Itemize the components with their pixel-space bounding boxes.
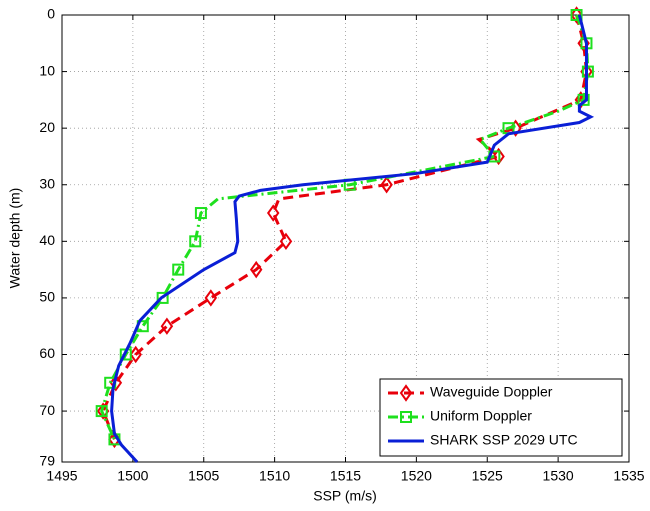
marker [249, 260, 263, 279]
y-tick-label: 30 [39, 175, 55, 191]
y-tick-label: 60 [39, 345, 55, 361]
marker [95, 405, 108, 418]
marker [399, 384, 413, 402]
legend: Waveguide Doppler Uniform Doppler SHARK SS… [379, 378, 623, 457]
marker [570, 6, 583, 24]
marker [129, 345, 142, 364]
x-tick-label: 1520 [401, 468, 432, 484]
x-tick-label: 1505 [188, 468, 219, 484]
x-tick-label: 1525 [472, 468, 503, 484]
marker [109, 374, 123, 392]
x-tick-label: 1500 [117, 468, 148, 484]
legend-label: Uniform Doppler [430, 408, 532, 424]
x-tick-label: 1495 [46, 468, 77, 484]
x-tick-label: 1535 [613, 468, 644, 484]
y-tick-label: 10 [39, 62, 55, 78]
y-tick-label: 20 [39, 119, 55, 135]
x-tick-label: 1515 [330, 468, 361, 484]
x-tick-label: 1530 [543, 468, 574, 484]
marker [156, 291, 169, 304]
marker [160, 317, 174, 335]
x-tick-label: 1510 [259, 468, 290, 484]
marker [204, 289, 218, 307]
y-tick-label: 50 [39, 289, 55, 305]
marker [570, 9, 583, 21]
x-axis-label: SSP (m/s) [313, 488, 377, 504]
y-tick-label: 0 [47, 6, 55, 22]
marker [172, 263, 185, 276]
y-tick-label: 40 [39, 232, 55, 248]
y-axis-label: Water depth (m) [7, 188, 23, 289]
plot-frame [61, 14, 630, 463]
series-line [110, 14, 595, 464]
y-tick-label: 70 [39, 402, 55, 418]
marker [279, 232, 293, 251]
y-tick-label: 79 [39, 453, 55, 469]
legend-label: SHARK SSP 2029 UTC [430, 432, 578, 448]
marker [189, 235, 202, 248]
marker [492, 147, 505, 166]
marker [400, 411, 412, 423]
marker [194, 207, 207, 220]
marker [577, 93, 590, 106]
legend-label: Waveguide Doppler [430, 384, 553, 400]
marker [266, 204, 280, 222]
marker [380, 176, 393, 194]
